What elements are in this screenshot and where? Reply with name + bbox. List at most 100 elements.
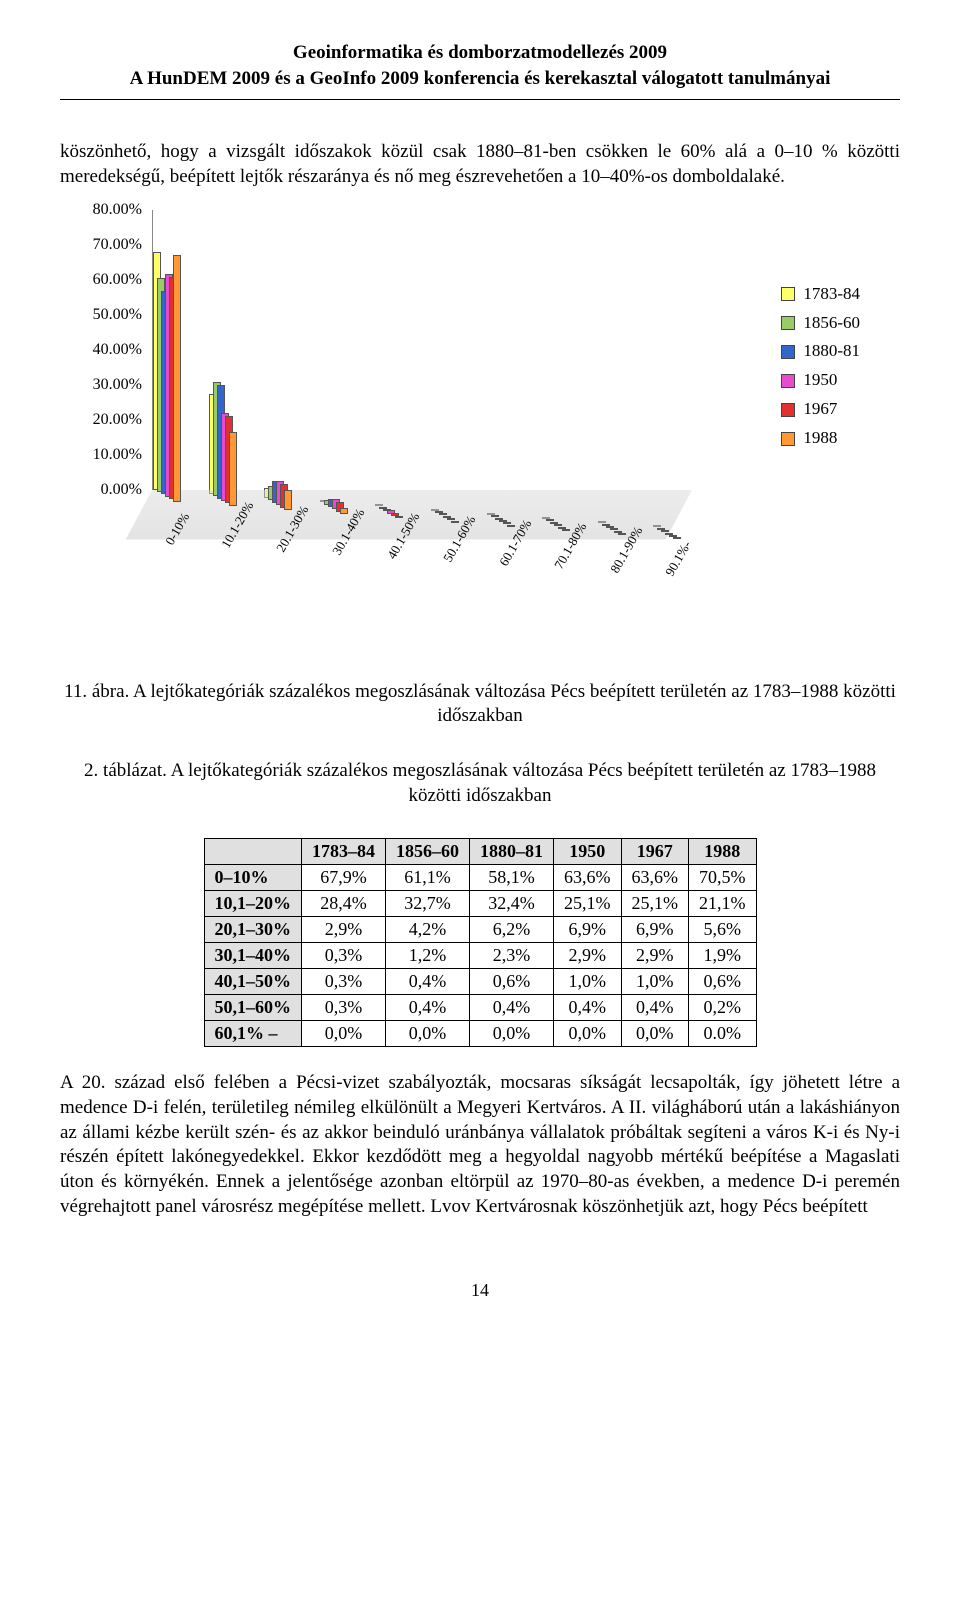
table-cell: 32,4%	[470, 891, 554, 917]
legend-item: 1967	[781, 395, 860, 424]
table-cell: 30,1–40%	[204, 943, 302, 969]
table-cell: 70,5%	[689, 865, 757, 891]
legend-swatch	[781, 403, 795, 417]
legend-swatch	[781, 345, 795, 359]
table-cell: 0–10%	[204, 865, 302, 891]
table-row: 60,1% –0,0%0,0%0,0%0,0%0,0%0.0%	[204, 1021, 756, 1047]
y-tick: 20.00%	[93, 411, 142, 429]
table-cell: 2,3%	[470, 943, 554, 969]
bar	[618, 533, 626, 535]
table-cell: 25,1%	[621, 891, 689, 917]
table-cell: 21,1%	[689, 891, 757, 917]
legend-label: 1880-81	[803, 337, 860, 366]
table-cell: 0,0%	[302, 1021, 386, 1047]
table-cell: 25,1%	[554, 891, 622, 917]
table-row: 20,1–30%2,9%4,2%6,2%6,9%6,9%5,6%	[204, 917, 756, 943]
y-tick: 50.00%	[93, 306, 142, 324]
chart-legend: 1783-841856-601880-81195019671988	[781, 280, 860, 453]
table-row: 50,1–60%0,3%0,4%0,4%0,4%0,4%0,2%	[204, 995, 756, 1021]
table-cell: 63,6%	[554, 865, 622, 891]
legend-item: 1783-84	[781, 280, 860, 309]
y-tick: 30.00%	[93, 376, 142, 394]
table-cell: 40,1–50%	[204, 969, 302, 995]
table-cell: 67,9%	[302, 865, 386, 891]
table-cell: 61,1%	[386, 865, 470, 891]
x-label: 30.1-40%	[329, 506, 368, 558]
table-cell: 1,0%	[621, 969, 689, 995]
table-cell: 5,6%	[689, 917, 757, 943]
page-header: Geoinformatika és domborzatmodellezés 20…	[60, 40, 900, 100]
table-header-cell: 1950	[554, 839, 622, 865]
x-label: 40.1-50%	[384, 510, 423, 562]
table-cell: 32,7%	[386, 891, 470, 917]
table-cell: 60,1% –	[204, 1021, 302, 1047]
table-cell: 58,1%	[470, 865, 554, 891]
legend-item: 1988	[781, 424, 860, 453]
intro-paragraph: köszönhető, hogy a vizsgált időszakok kö…	[60, 140, 900, 189]
data-table: 1783–841856–601880–81195019671988 0–10%6…	[204, 838, 757, 1047]
table-header-cell: 1967	[621, 839, 689, 865]
legend-item: 1950	[781, 366, 860, 395]
page-number: 14	[60, 1280, 900, 1301]
legend-label: 1783-84	[803, 280, 860, 309]
header-line2: A HunDEM 2009 és a GeoInfo 2009 konferen…	[60, 66, 900, 92]
table-cell: 0,0%	[554, 1021, 622, 1047]
x-label: 0-10%	[162, 510, 193, 548]
table-cell: 50,1–60%	[204, 995, 302, 1021]
table-cell: 0,0%	[621, 1021, 689, 1047]
legend-swatch	[781, 374, 795, 388]
table-cell: 0,3%	[302, 943, 386, 969]
bar	[173, 255, 181, 502]
y-tick: 10.00%	[93, 446, 142, 464]
table-cell: 10,1–20%	[204, 891, 302, 917]
legend-label: 1967	[803, 395, 837, 424]
bar	[284, 490, 292, 510]
legend-swatch	[781, 316, 795, 330]
chart-plot-area: 0.00%10.00%20.00%30.00%40.00%50.00%60.00…	[80, 210, 700, 650]
table-cell: 1,2%	[386, 943, 470, 969]
table-cell: 1,0%	[554, 969, 622, 995]
bar-chart: 0.00%10.00%20.00%30.00%40.00%50.00%60.00…	[60, 210, 900, 650]
figure-caption: 11. ábra. A lejtőkategóriák százalékos m…	[60, 680, 900, 729]
legend-label: 1856-60	[803, 309, 860, 338]
body-paragraph: A 20. század első felében a Pécsi-vizet …	[60, 1071, 900, 1219]
legend-swatch	[781, 287, 795, 301]
table-row: 0–10%67,9%61,1%58,1%63,6%63,6%70,5%	[204, 865, 756, 891]
legend-item: 1880-81	[781, 337, 860, 366]
table-caption: 2. táblázat. A lejtőkategóriák százaléko…	[60, 759, 900, 808]
bar	[340, 508, 348, 515]
table-cell: 0,4%	[386, 995, 470, 1021]
table-cell: 0,2%	[689, 995, 757, 1021]
y-tick: 60.00%	[93, 271, 142, 289]
table-cell: 6,9%	[554, 917, 622, 943]
table-cell: 28,4%	[302, 891, 386, 917]
table-cell: 0,6%	[689, 969, 757, 995]
legend-label: 1988	[803, 424, 837, 453]
y-axis: 0.00%10.00%20.00%30.00%40.00%50.00%60.00…	[80, 210, 150, 490]
table-row: 30,1–40%0,3%1,2%2,3%2,9%2,9%1,9%	[204, 943, 756, 969]
table-cell: 0,4%	[470, 995, 554, 1021]
table-header-cell: 1783–84	[302, 839, 386, 865]
y-tick: 40.00%	[93, 341, 142, 359]
bar	[229, 432, 237, 506]
table-row: 40,1–50%0,3%0,4%0,6%1,0%1,0%0,6%	[204, 969, 756, 995]
table-cell: 0,4%	[621, 995, 689, 1021]
table-cell: 0.0%	[689, 1021, 757, 1047]
x-label: 50.1-60%	[440, 513, 479, 565]
bar	[395, 516, 403, 518]
table-cell: 2,9%	[302, 917, 386, 943]
table-cell: 63,6%	[621, 865, 689, 891]
table-cell: 4,2%	[386, 917, 470, 943]
table-row: 10,1–20%28,4%32,7%32,4%25,1%25,1%21,1%	[204, 891, 756, 917]
table-header-cell	[204, 839, 302, 865]
bar	[507, 525, 515, 527]
y-tick: 70.00%	[93, 236, 142, 254]
table-header-cell: 1988	[689, 839, 757, 865]
table-cell: 2,9%	[554, 943, 622, 969]
header-line1: Geoinformatika és domborzatmodellezés 20…	[60, 40, 900, 66]
table-cell: 0,4%	[386, 969, 470, 995]
x-label: 80.1-90%	[607, 524, 646, 576]
table-cell: 6,2%	[470, 917, 554, 943]
table-cell: 0,0%	[386, 1021, 470, 1047]
table-cell: 0,6%	[470, 969, 554, 995]
